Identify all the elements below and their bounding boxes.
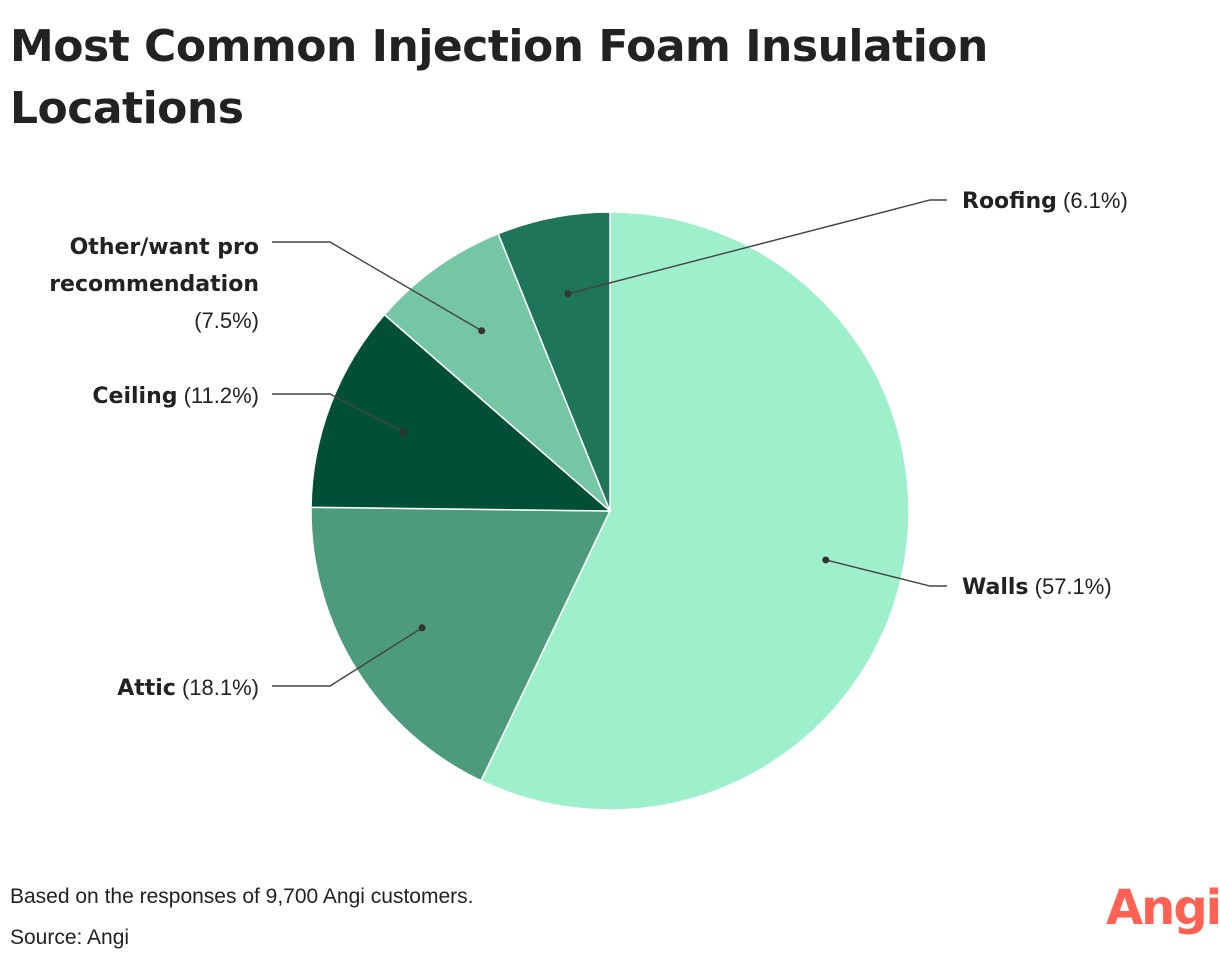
pie-slice-roofing — [497, 211, 611, 512]
chart-title: Most Common Injection Foam Insulation Lo… — [10, 21, 988, 134]
pie-slice-ceiling — [310, 313, 613, 512]
leader-dot-ceiling — [399, 428, 407, 436]
slice-label-other-want-pro-recommendation: Other/want pro recommendation (7.5%) — [49, 235, 259, 333]
leader-dot-other-want-pro-recommendation — [478, 327, 486, 335]
leader-dot-attic — [418, 624, 426, 632]
slice-label-attic: Attic (18.1%) — [117, 675, 259, 701]
slice-label-walls: Walls (57.1%) — [962, 574, 1112, 600]
slice-label-roofing: Roofing (6.1%) — [962, 188, 1128, 214]
footnote: Based on the responses of 9,700 Angi cus… — [10, 885, 474, 908]
leader-dot-roofing — [564, 290, 572, 298]
leader-line-walls — [825, 559, 947, 587]
leader-line-roofing — [567, 199, 947, 295]
source-note: Source: Angi — [10, 926, 130, 949]
leader-line-attic — [272, 627, 423, 687]
leader-line-other-want-pro-recommendation — [272, 241, 482, 332]
leader-dot-walls — [822, 556, 830, 564]
slice-label-ceiling: Ceiling (11.2%) — [92, 383, 259, 409]
pie-slice-other-want-pro-recommendation — [383, 232, 611, 512]
angi-logo: Angi — [1106, 880, 1220, 936]
pie-slice-walls — [479, 211, 910, 811]
leader-line-ceiling — [272, 393, 404, 433]
